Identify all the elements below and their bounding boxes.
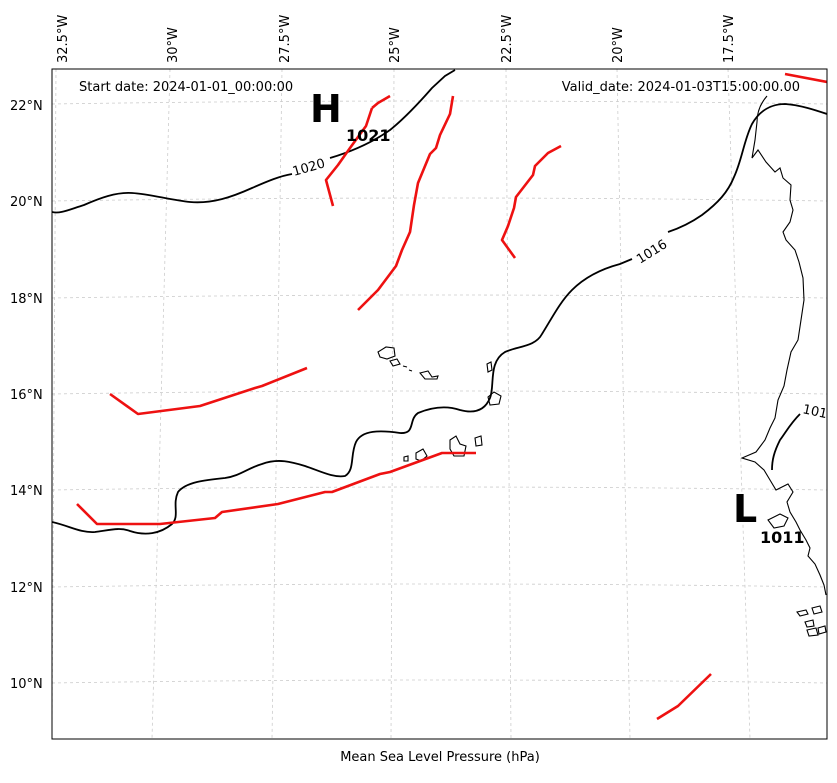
cape-verde-island [377, 346, 396, 360]
plot-area: 1020 1016 101 H 1021 L 1011 Start date: … [52, 69, 828, 739]
africa-coastline [740, 95, 827, 596]
front-line [656, 673, 712, 721]
lat-tick-label: 18°N [10, 292, 43, 307]
lon-tick-label: 32.5°W [56, 15, 71, 63]
meridian-line [151, 69, 171, 739]
meridian-line [727, 69, 751, 739]
parallel-line [52, 294, 827, 299]
bijagos-island [804, 619, 815, 628]
cape-verde-island [419, 370, 439, 380]
parallel-line [52, 100, 827, 105]
front-line [500, 144, 562, 259]
high-pressure-marker: H [310, 87, 342, 131]
low-pressure-marker: L [733, 487, 757, 531]
lon-tick-label: 17.5°W [722, 15, 737, 63]
meridian-line [616, 69, 631, 739]
meridian-line [505, 69, 512, 739]
graticule [52, 69, 827, 739]
isobars [52, 69, 827, 535]
bijagos-island [806, 627, 819, 637]
start-date-label: Start date: 2024-01-01_00:00:00 [79, 80, 293, 95]
isobar-label: 101 [801, 402, 828, 422]
high-pressure-value: 1021 [346, 126, 391, 145]
lat-tick-label: 22°N [10, 99, 43, 114]
front-line [357, 95, 455, 311]
parallel-line [52, 583, 827, 588]
front-line [324, 107, 374, 207]
cape-verde-island [389, 358, 401, 367]
coastal-inlet [767, 513, 789, 529]
lon-tick-label: 27.5°W [278, 15, 293, 63]
map-caption: Mean Sea Level Pressure (hPa) [340, 750, 540, 765]
meridian-line [390, 69, 395, 739]
cape-verde-island [487, 391, 502, 406]
lon-tick-label: 30°W [166, 27, 181, 63]
lat-tick-label: 14°N [10, 484, 43, 499]
fronts [76, 72, 827, 721]
cape-verde-island [402, 365, 413, 372]
valid-date-label: Valid_date: 2024-01-03T15:00:00.00 [562, 80, 800, 95]
front-line [371, 94, 391, 109]
lon-tick-label: 25°W [388, 27, 403, 63]
parallel-line [52, 486, 827, 491]
front-line [784, 72, 827, 84]
coastlines [377, 95, 827, 637]
meridian-line [271, 69, 283, 739]
cape-verde-island [449, 435, 467, 457]
bijagos-island [796, 609, 809, 617]
lat-tick-label: 12°N [10, 581, 43, 596]
front-line [109, 366, 308, 416]
cape-verde-island [403, 455, 409, 462]
parallel-line [52, 197, 827, 202]
lat-tick-label: 10°N [10, 677, 43, 692]
front-line [76, 451, 476, 526]
parallel-line [52, 679, 827, 684]
low-pressure-value: 1011 [760, 528, 805, 547]
lon-tick-label: 22.5°W [500, 15, 515, 63]
lat-tick-label: 20°N [10, 195, 43, 210]
bijagos-island [811, 605, 823, 615]
bijagos-island [817, 625, 827, 635]
cape-verde-island [474, 435, 483, 447]
cape-verde-island [486, 361, 493, 373]
plot-frame [51, 68, 828, 740]
lon-tick-label: 20°W [611, 27, 626, 63]
isobar-1012 [771, 413, 801, 471]
isobar-1016 [52, 103, 827, 535]
latitude-tick-labels: 22°N 20°N 18°N 16°N 14°N 12°N 10°N [10, 99, 43, 692]
parallel-line [52, 390, 827, 395]
plot-background [52, 69, 827, 739]
meridian-line [52, 69, 57, 739]
longitude-tick-labels: 32.5°W 30°W 27.5°W 25°W 22.5°W 20°W 17.5… [56, 15, 737, 63]
lat-tick-label: 16°N [10, 388, 43, 403]
